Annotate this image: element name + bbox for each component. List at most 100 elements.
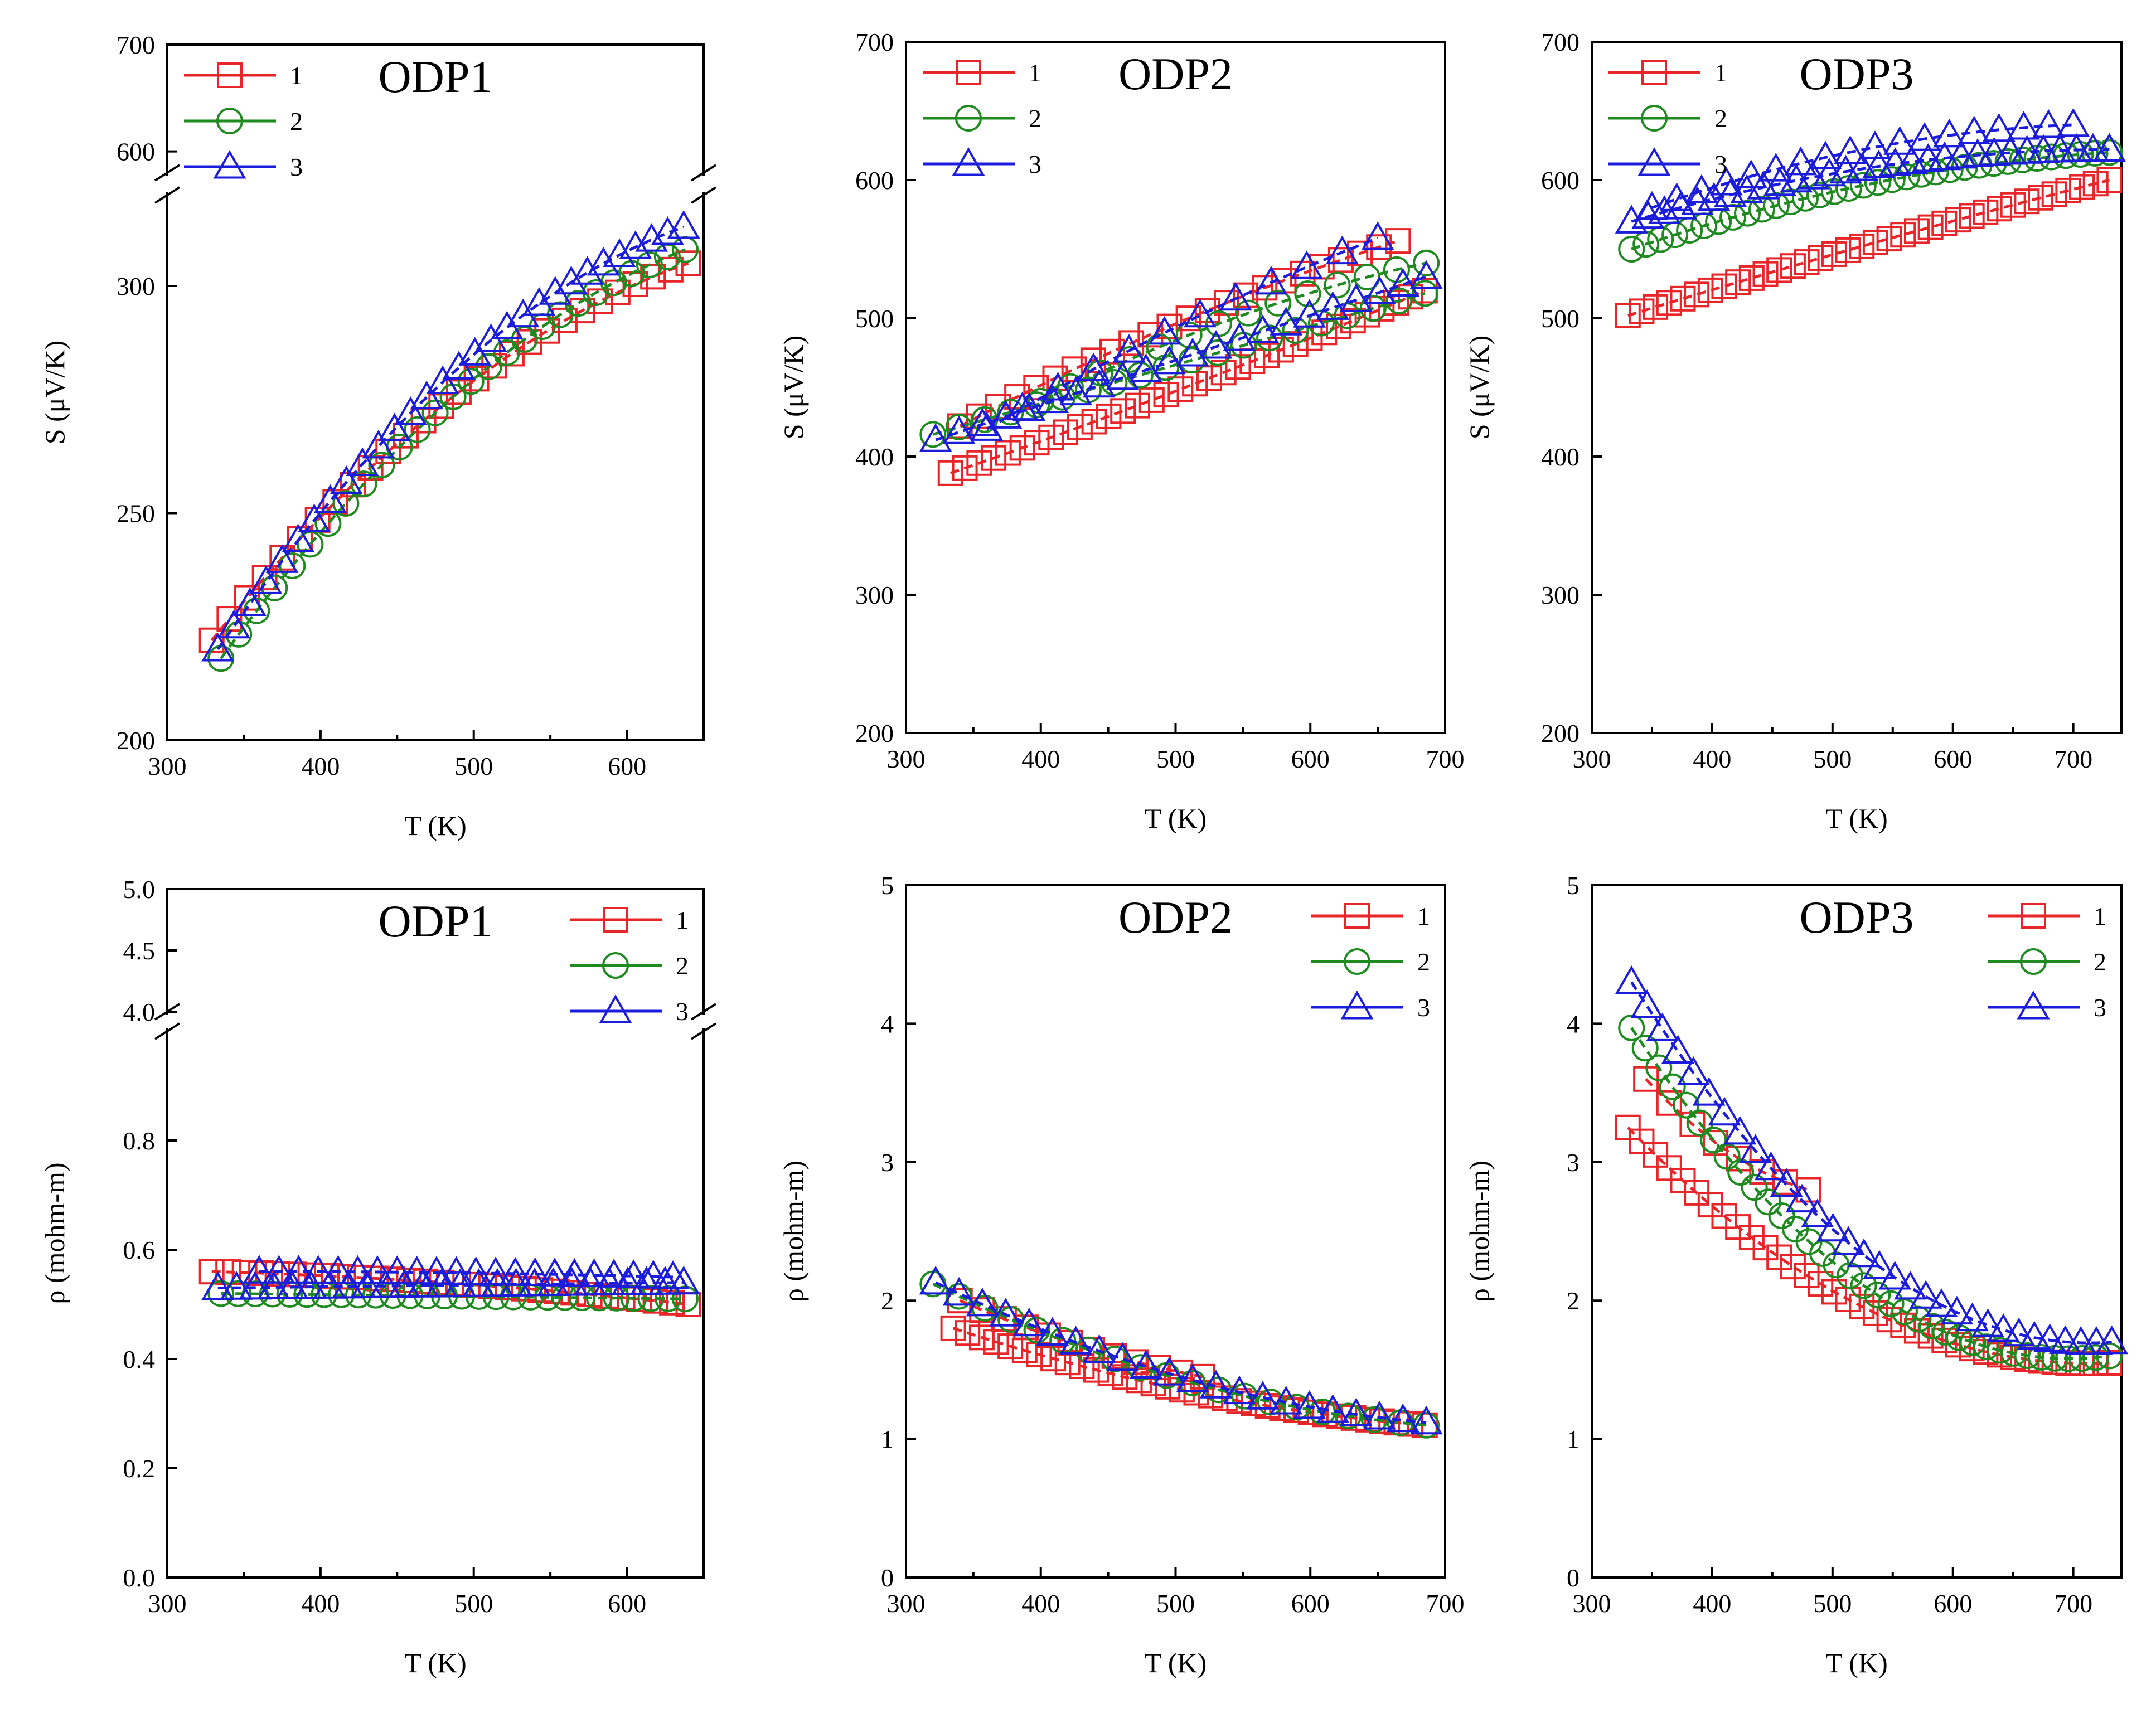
data-point <box>1849 233 1875 259</box>
data-point <box>1282 331 1309 357</box>
data-point <box>1752 1235 1779 1261</box>
data-point <box>1877 1290 1905 1317</box>
y-tick-label: 700 <box>117 31 155 59</box>
data-point <box>1940 1295 1974 1325</box>
data-point <box>635 223 668 252</box>
legend-label: 2 <box>1029 104 1041 133</box>
series-3 <box>201 210 700 662</box>
data-point <box>1850 1272 1877 1299</box>
data-point <box>937 460 963 486</box>
data-point <box>2014 188 2040 215</box>
x-tick-label: 700 <box>1426 745 1465 773</box>
data-point <box>239 1270 272 1300</box>
data-point <box>1794 249 1820 275</box>
data-point <box>587 246 620 276</box>
series-line <box>259 1270 674 1279</box>
panel-title: ODP2 <box>1118 892 1233 943</box>
data-point <box>1631 1035 1659 1062</box>
data-point <box>341 1255 375 1284</box>
data-point <box>426 365 459 395</box>
data-point <box>1256 324 1283 352</box>
data-point <box>1766 1244 1792 1270</box>
data-point <box>1862 1300 1888 1326</box>
data-point <box>1409 1405 1443 1435</box>
data-point <box>1411 280 1438 307</box>
data-point <box>617 1259 650 1288</box>
data-point <box>2060 133 2093 162</box>
data-point <box>1660 182 1693 211</box>
data-point <box>1413 249 1440 276</box>
data-point <box>1670 285 1696 312</box>
data-point <box>1656 1090 1682 1116</box>
legend: 1 2 3 <box>184 61 303 181</box>
data-point <box>1099 338 1125 365</box>
data-point <box>1946 1324 1973 1351</box>
x-tick-label: 600 <box>1291 1589 1330 1618</box>
legend-marker <box>602 952 629 979</box>
data-point <box>251 565 278 591</box>
y-tick-label: 500 <box>1541 304 1580 333</box>
data-point <box>942 1277 976 1306</box>
data-point <box>1735 159 1768 188</box>
data-point <box>1791 185 1819 212</box>
series-line <box>959 1299 1203 1379</box>
data-point <box>321 1255 355 1284</box>
data-point <box>1821 1279 1847 1305</box>
y-tick-label: 0.8 <box>123 1127 156 1155</box>
data-point <box>265 544 299 573</box>
data-point <box>1858 130 1892 159</box>
data-point <box>362 429 395 459</box>
data-point <box>1041 371 1074 401</box>
series-line <box>210 261 689 642</box>
data-point <box>570 256 604 285</box>
x-tick-label: 600 <box>1291 745 1330 773</box>
y-tick-label: 5 <box>1567 871 1580 900</box>
legend-label: 2 <box>1714 104 1727 133</box>
data-point <box>1126 361 1154 389</box>
legend: 1 2 3 <box>1608 59 1727 178</box>
data-point <box>412 1268 438 1294</box>
legend-marker <box>216 108 243 134</box>
data-point <box>439 1256 473 1285</box>
data-point <box>350 470 377 498</box>
x-tick-label: 500 <box>1813 1589 1852 1618</box>
data-point <box>2000 192 2026 218</box>
chart-odp1-s: 300 400 500 600 200 250 300 600 700 T (K) S (μV/K)… <box>39 31 717 841</box>
data-point <box>2057 108 2090 137</box>
data-point <box>1219 281 1252 311</box>
data-point <box>1339 283 1373 312</box>
legend-marker <box>955 105 982 132</box>
series-line <box>1651 123 2073 209</box>
data-point <box>207 1280 235 1307</box>
plot-frame <box>905 41 1446 734</box>
data-point <box>404 416 431 443</box>
data-point <box>1973 199 1999 225</box>
legend-label: 3 <box>2094 993 2106 1022</box>
data-point <box>1053 419 1079 445</box>
data-point <box>1629 298 1655 324</box>
data-point <box>1994 135 2027 165</box>
data-point <box>619 230 652 259</box>
data-point <box>1697 277 1723 303</box>
data-point <box>1762 192 1790 219</box>
data-point <box>298 503 331 533</box>
panel-title: ODP3 <box>1799 48 1913 99</box>
series-line <box>1627 178 2110 317</box>
x-tick-label: 400 <box>1693 1589 1731 1618</box>
x-tick-label: 400 <box>1693 745 1731 773</box>
x-tick-label: 400 <box>1021 1589 1060 1618</box>
data-point <box>1677 1056 1710 1085</box>
data-point <box>459 1256 493 1285</box>
data-point <box>1849 172 1877 199</box>
data-point <box>1782 1215 1809 1242</box>
series-3 <box>919 221 1443 452</box>
y-tick-label: 300 <box>855 581 894 609</box>
data-point <box>672 1285 699 1313</box>
data-point <box>1129 1350 1162 1379</box>
panel-title: ODP1 <box>378 51 492 102</box>
data-point <box>1038 424 1064 450</box>
data-point <box>1794 1262 1820 1288</box>
data-point <box>968 1324 995 1351</box>
series-line <box>1630 981 2112 1345</box>
x-tick-label: 400 <box>301 752 340 780</box>
